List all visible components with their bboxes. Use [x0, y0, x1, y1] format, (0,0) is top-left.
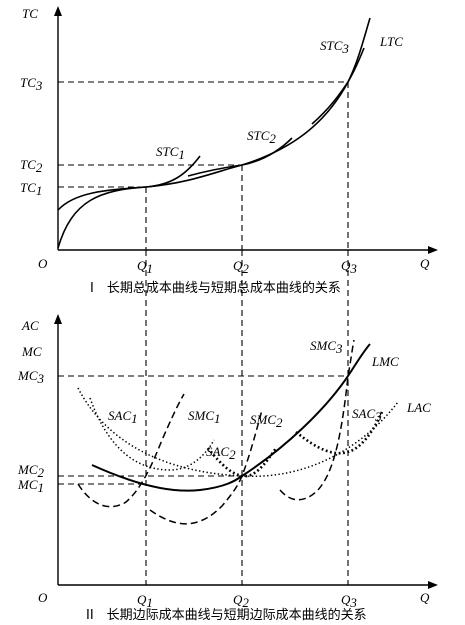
panel1-stc2-curve	[187, 137, 293, 177]
panel1-label-stc3: STC3	[320, 38, 349, 56]
panel2-label-smc2: SMC2	[250, 412, 283, 430]
panel1-ytick-tc1: TC1	[20, 180, 42, 198]
panel-marginal-cost: AC MC Q O MC3 MC2 MC1 Q1 Q2 Q3 SMC3	[17, 314, 438, 623]
panel1-ref-tc1	[58, 186, 147, 250]
panel1-ref-tc2	[58, 164, 243, 250]
panel2-label-sac2: SAC2	[206, 444, 236, 462]
panel1-xtick-q3: Q3	[341, 258, 357, 276]
panel1-ytick-tc3: TC3	[20, 75, 43, 93]
panel2-x-axis-label: Q	[420, 590, 430, 605]
panel2-xtick-q3: Q3	[341, 592, 357, 610]
panel1-stc3-curve	[311, 47, 365, 125]
panel2-y-axis-label-mc: MC	[21, 344, 42, 359]
panel2-lac-curve	[77, 387, 399, 478]
panel2-sac3-curve	[295, 411, 384, 455]
panel1-ref-tc3	[58, 81, 349, 250]
panel2-ytick-mc2: MC2	[17, 462, 45, 480]
panel2-label-smc3: SMC3	[310, 338, 343, 356]
panel1-y-axis-label: TC	[22, 6, 38, 21]
panel1-x-axis-arrow-icon	[428, 246, 438, 254]
panel2-label-lmc: LMC	[371, 354, 399, 369]
panel2-y-axis-label-ac: AC	[21, 318, 39, 333]
panel-total-cost: TC Q O TC3 TC2 TC1 Q1 Q2 Q3 STC1 STC2 ST…	[20, 6, 438, 296]
panel2-caption: II 长期边际成本曲线与短期边际成本曲线的关系	[86, 607, 367, 623]
panel1-xtick-q2: Q2	[233, 258, 249, 276]
panel2-xtick-q2: Q2	[233, 592, 249, 610]
panel2-origin-label: O	[38, 590, 48, 605]
panel1-origin-label: O	[38, 256, 48, 271]
panel2-label-smc1: SMC1	[188, 408, 221, 426]
panel2-lmc-curve	[91, 343, 371, 492]
panel1-label-stc1: STC1	[156, 144, 185, 162]
panel1-xtick-q1: Q1	[137, 258, 153, 276]
panel1-caption: I 长期总成本曲线与短期总成本曲线的关系	[90, 280, 341, 296]
panel2-xtick-q1: Q1	[137, 592, 153, 610]
panel2-smc3-curve	[279, 339, 355, 501]
panel1-label-stc2: STC2	[247, 128, 276, 146]
panel2-x-axis-arrow-icon	[428, 581, 438, 589]
panel2-label-sac1: SAC1	[108, 408, 138, 426]
panel2-label-lac: LAC	[406, 400, 431, 415]
panel2-ytick-mc3: MC3	[17, 368, 45, 386]
panel2-smc2-curve	[149, 409, 263, 525]
panel1-label-ltc: LTC	[379, 34, 403, 49]
panel1-stc1-curve	[57, 155, 201, 211]
panel2-ytick-mc1: MC1	[17, 477, 44, 495]
panel2-y-axis-arrow-icon	[54, 314, 62, 324]
panel1-y-axis-arrow-icon	[54, 6, 62, 16]
panel2-label-sac3: SAC3	[352, 406, 382, 424]
panel2-smc1-curve	[77, 393, 185, 508]
panel1-ytick-tc2: TC2	[20, 157, 43, 175]
panel1-x-axis-label: Q	[420, 256, 430, 271]
